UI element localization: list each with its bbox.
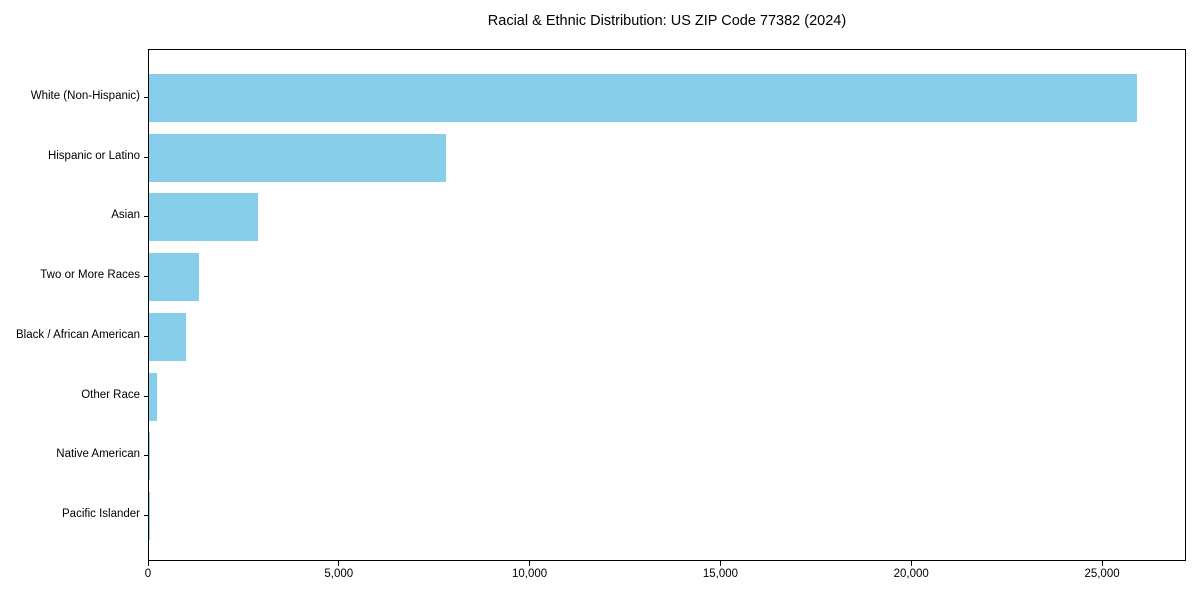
xtick-label-20000: 20,000 [893, 568, 929, 580]
bar-black-african-american [149, 312, 187, 361]
xtick-label-25000: 25,000 [1084, 568, 1120, 580]
ytick-label-black-african-american: Black / African American [16, 328, 140, 341]
chart-title: Racial & Ethnic Distribution: US ZIP Cod… [487, 13, 847, 29]
bar-native-american [149, 432, 151, 481]
xtick-mark [719, 561, 721, 566]
ytick-mark [144, 335, 148, 337]
bar-two-or-more-races [149, 253, 199, 302]
ytick-mark [144, 276, 148, 278]
ytick-mark [144, 156, 148, 158]
xtick-mark [1101, 561, 1103, 566]
ytick-label-asian: Asian [111, 209, 140, 222]
bar-asian [149, 193, 258, 242]
bar-white-non-hispanic [149, 74, 1137, 122]
xtick-label-10000: 10,000 [512, 568, 548, 580]
bar-other-race [149, 372, 157, 421]
ytick-mark [144, 97, 148, 98]
ytick-label-white-non-hispanic: White (Non-Hispanic) [30, 90, 140, 102]
xtick-label-15000: 15,000 [702, 568, 739, 580]
ytick-label-two-or-more-races: Two or More Races [40, 269, 140, 282]
ytick-label-native-american: Native American [56, 448, 140, 461]
xtick-mark [338, 561, 340, 566]
xtick-label-0: 0 [144, 568, 152, 580]
xtick-mark [910, 561, 912, 566]
bar-hispanic-or-latino [149, 133, 447, 182]
ytick-label-other-race: Other Race [81, 388, 140, 401]
plot-area [148, 49, 1186, 561]
ytick-mark [144, 216, 148, 218]
xtick-mark [147, 561, 149, 566]
ytick-mark [144, 514, 148, 516]
xtick-label-5000: 5,000 [324, 568, 354, 580]
ytick-mark [144, 395, 148, 397]
xtick-mark [529, 561, 531, 566]
ytick-label-pacific-islander: Pacific Islander [62, 507, 140, 520]
ytick-mark [144, 455, 148, 457]
ytick-label-hispanic-or-latino: Hispanic or Latino [47, 149, 140, 162]
